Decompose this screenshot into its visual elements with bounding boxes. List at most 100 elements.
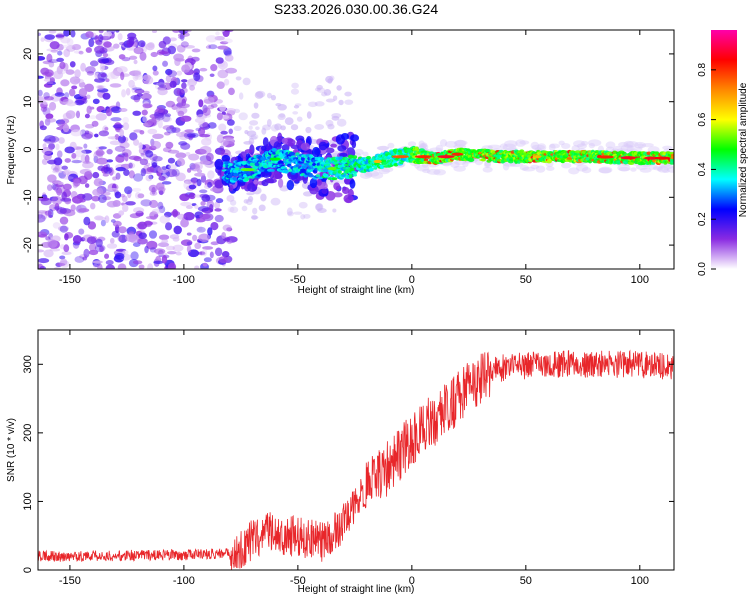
heatmap-cell <box>309 177 318 189</box>
heatmap-cell <box>242 77 251 86</box>
heatmap-cell <box>246 130 257 137</box>
heatmap-cell <box>97 165 106 171</box>
heatmap-cell <box>63 30 71 37</box>
heatmap-cell <box>91 195 101 202</box>
heatmap-cell <box>366 170 380 177</box>
heatmap-cell <box>43 101 48 105</box>
heatmap-cell <box>79 168 92 175</box>
heatmap-cell <box>305 126 312 134</box>
heatmap-peak <box>451 152 464 156</box>
heatmap-cell <box>197 206 210 212</box>
heatmap-cell <box>40 67 50 75</box>
heatmap-cell <box>662 145 673 150</box>
x-tick-label: -50 <box>290 575 306 587</box>
heatmap-cell <box>635 164 649 170</box>
heatmap-cell <box>161 181 172 185</box>
heatmap-cell <box>293 105 300 109</box>
heatmap-cell <box>202 122 209 129</box>
heatmap-cell <box>128 79 135 88</box>
heatmap-cell <box>157 88 168 96</box>
heatmap-cell <box>439 139 448 147</box>
heatmap-cell <box>105 259 114 265</box>
heatmap-cell <box>215 198 224 204</box>
heatmap-cell <box>209 203 214 213</box>
heatmap-cell <box>125 87 131 96</box>
heatmap-cell <box>158 176 166 181</box>
heatmap-cell <box>188 184 197 190</box>
heatmap-cell <box>647 146 660 154</box>
heatmap-cell <box>548 143 556 152</box>
heatmap-cell <box>74 69 81 79</box>
heatmap-cell <box>180 201 192 207</box>
heatmap-cell <box>78 50 84 55</box>
heatmap-cell <box>515 139 526 147</box>
heatmap-cell <box>152 70 159 76</box>
heatmap-cell <box>128 55 138 60</box>
heatmap-cell <box>416 164 430 172</box>
heatmap-cell <box>140 152 145 157</box>
heatmap-peak <box>392 155 409 159</box>
heatmap-cell <box>145 43 155 51</box>
heatmap-cell <box>83 143 88 149</box>
colorbar-tick-label: 0.8 <box>697 62 708 76</box>
heatmap-cell <box>39 125 47 131</box>
x-tick-label: 100 <box>631 575 649 587</box>
snr-y-ticks: 0 100 200 300 <box>22 355 674 573</box>
heatmap-cell <box>109 140 122 146</box>
heatmap-cell <box>92 171 100 179</box>
heatmap-cell <box>642 143 654 148</box>
heatmap-cell <box>335 134 346 145</box>
heatmap-cell <box>549 143 560 149</box>
heatmap-cell <box>251 112 260 119</box>
heatmap-cell <box>281 144 290 152</box>
heatmap-cell <box>195 218 206 223</box>
heatmap-cell <box>295 135 305 142</box>
heatmap-cell <box>66 101 77 107</box>
heatmap-cell <box>286 179 295 191</box>
heatmap-cell <box>195 127 202 132</box>
heatmap-cell <box>109 83 122 88</box>
heatmap-cell <box>260 145 267 151</box>
heatmap-cell <box>598 167 612 174</box>
heatmap-cell <box>214 179 224 189</box>
heatmap-cell <box>46 184 53 191</box>
x-tick-label: -150 <box>59 575 81 587</box>
heatmap-cell <box>194 172 206 177</box>
heatmap-cell <box>202 246 214 250</box>
heatmap-cell <box>277 160 285 164</box>
heatmap-cell <box>106 243 118 249</box>
heatmap-cell <box>216 134 225 144</box>
heatmap-cell <box>217 69 229 79</box>
spectrogram-x-label: Height of straight line (km) <box>298 285 415 296</box>
heatmap-cell <box>214 247 223 257</box>
heatmap-cell <box>435 144 444 153</box>
heatmap-cell <box>359 171 373 179</box>
heatmap-cell <box>94 77 106 83</box>
heatmap-cell <box>78 88 88 97</box>
heatmap-cell <box>106 148 113 155</box>
heatmap-cell <box>105 264 116 269</box>
heatmap-cell <box>139 130 145 135</box>
heatmap-cell <box>89 106 95 110</box>
heatmap-cell <box>191 56 200 62</box>
heatmap-cell <box>173 225 182 235</box>
heatmap-cell <box>61 251 72 256</box>
heatmap-cell <box>180 115 192 122</box>
heatmap-cell <box>354 148 364 156</box>
heatmap-cell <box>88 38 95 48</box>
heatmap-cell <box>48 30 57 34</box>
heatmap-cell <box>284 117 294 125</box>
heatmap-cell <box>126 162 136 169</box>
heatmap-cell <box>157 166 169 174</box>
heatmap-cell <box>159 215 170 224</box>
heatmap-peak <box>373 159 382 164</box>
heatmap-cell <box>333 192 343 198</box>
heatmap-cell <box>197 127 206 136</box>
heatmap-cell <box>186 245 192 254</box>
heatmap-cell <box>210 64 218 72</box>
heatmap-cell <box>558 140 565 146</box>
heatmap-cell <box>171 127 181 133</box>
heatmap-cell <box>180 41 189 48</box>
heatmap-cell <box>94 34 100 43</box>
heatmap-cell <box>318 176 323 180</box>
